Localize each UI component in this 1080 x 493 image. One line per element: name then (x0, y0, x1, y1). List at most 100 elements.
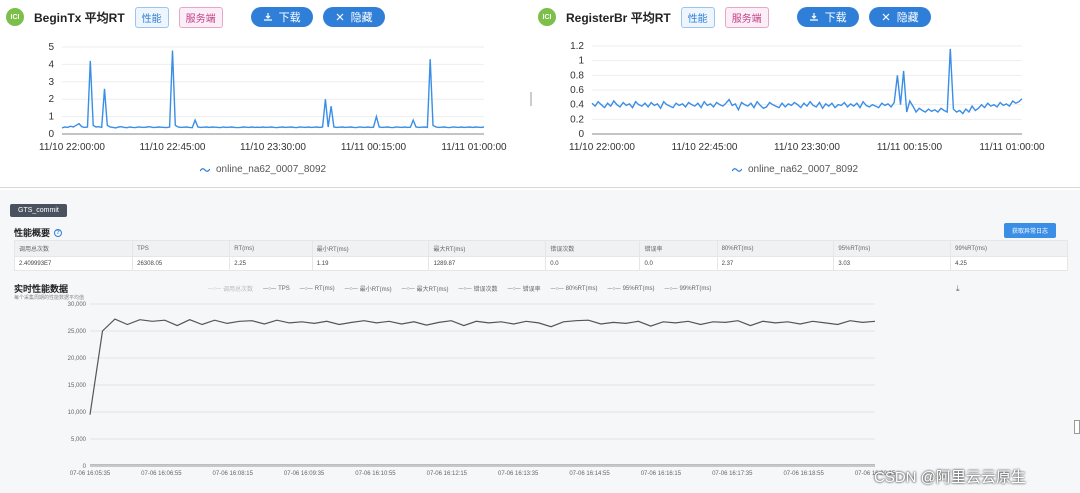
x-tick-label: 07-06 16:09:35 (284, 471, 325, 477)
y-tick-label: 5,000 (71, 437, 87, 443)
legend-marker-icon: —○— (299, 285, 313, 292)
realtime-legend-item[interactable]: —○— 错误率 (508, 284, 541, 294)
panel-resizer[interactable] (530, 92, 532, 106)
x-tick-label: 07-06 16:13:35 (498, 471, 539, 477)
x-tick-label: 07-06 16:05:35 (70, 471, 111, 477)
series-line[interactable] (61, 50, 485, 129)
tag-server[interactable]: 服务端 (178, 6, 223, 28)
realtime-legend-item[interactable]: —○— 95%RT(ms) (608, 284, 655, 293)
summary-header-cell: 99%RT(ms) (950, 240, 1068, 257)
download-icon[interactable]: ⤓ (956, 284, 960, 293)
realtime-line-chart: 0 5,000 10,000 15,000 20,000 25,000 30,000 07-0… (68, 302, 896, 477)
registerbr-line-chart: 0 0.2 0.4 0.6 0.8 1 1.2 11/10 22:00:00 11/10 22:… (569, 41, 1045, 153)
realtime-legend-item[interactable]: —○— 最小RT(ms) (345, 284, 392, 294)
close-icon (882, 13, 890, 21)
x-tick-label: 07-06 16:14:55 (569, 471, 610, 477)
gts-performance-section: GTS_commit 性能概要 ? 获取异常日志 调用总次数 TPS RT(ms) 最… (0, 190, 1080, 493)
realtime-title: 实时性能数据 (14, 284, 69, 294)
summary-value-cell: 1.19 (311, 256, 430, 271)
download-icon (263, 13, 272, 21)
y-tick-label: 1 (578, 56, 584, 67)
app-logo-icon: ICI (538, 8, 556, 26)
legend-marker-icon: —○— (664, 285, 678, 292)
download-button[interactable]: 下载 (250, 7, 313, 27)
realtime-legend-item[interactable]: —○— 调用总次数 (208, 284, 253, 294)
legend-marker-icon: —○— (401, 285, 415, 292)
tps-series-line[interactable] (89, 318, 876, 415)
legend-line-icon (732, 167, 742, 172)
download-button[interactable]: 下载 (796, 7, 859, 27)
realtime-legend-item[interactable]: —○— RT(ms) (300, 284, 335, 293)
x-tick-label: 11/10 22:00:00 (569, 142, 635, 153)
legend-item-label: 错误次数 (473, 287, 498, 293)
realtime-legend-item[interactable]: —○— 错误次数 (458, 284, 498, 294)
chart-legend[interactable]: online_na62_0007_8092 (200, 164, 326, 175)
x-tick-label: 07-06 16:17:35 (712, 471, 753, 477)
download-label: 下载 (824, 12, 847, 24)
summary-value-cell: 3.03 (833, 256, 952, 271)
tag-server[interactable]: 服务端 (724, 6, 769, 28)
summary-header-cell: RT(ms) (229, 240, 313, 257)
summary-title: 性能概要 ? (14, 226, 63, 239)
x-tick-label: 07-06 16:06:55 (141, 471, 182, 477)
y-tick-label: 0.8 (570, 70, 584, 81)
legend-marker-icon: —○— (208, 285, 222, 292)
top-charts-area: ICI BeginTx 平均RT 性能 服务端 下载 隐藏 0 1 2 3 4 5 11/1… (0, 0, 1080, 188)
y-tick-label: 15,000 (68, 383, 87, 389)
y-tick-label: 4 (48, 59, 54, 70)
panel-header: ICI RegisterBr 平均RT 性能 服务端 下载 隐藏 (538, 6, 931, 28)
summary-value-cell: 0.0 (545, 256, 641, 271)
y-tick-label: 0 (83, 464, 87, 470)
legend-line-icon (200, 167, 210, 172)
hide-button[interactable]: 隐藏 (868, 7, 931, 27)
download-label: 下载 (278, 12, 301, 24)
summary-header-cell: TPS (132, 240, 231, 257)
hide-button[interactable]: 隐藏 (322, 7, 385, 27)
legend-label: online_na62_0007_8092 (216, 164, 327, 175)
summary-table: 调用总次数 TPS RT(ms) 最小RT(ms) 最大RT(ms) 错误次数 错误率 80%… (13, 240, 1068, 271)
y-tick-label: 0.6 (570, 85, 584, 96)
legend-marker-icon: —○— (458, 285, 472, 292)
summary-header-cell: 80%RT(ms) (716, 240, 835, 257)
chart-legend[interactable]: online_na62_0007_8092 (732, 164, 858, 175)
realtime-legend-item[interactable]: —○— 99%RT(ms) (664, 284, 711, 293)
help-icon[interactable]: ? (54, 228, 63, 237)
scroll-handle[interactable] (1074, 420, 1080, 434)
y-tick-label: 0 (48, 129, 54, 140)
legend-item-label: 最大RT(ms) (416, 287, 449, 293)
legend-item-label: TPS (278, 285, 290, 292)
error-log-button[interactable]: 获取异常日志 (1004, 223, 1057, 238)
panel-registerbr: ICI RegisterBr 平均RT 性能 服务端 下载 隐藏 0 0.2 0.4… (532, 0, 1080, 188)
realtime-legend: —○— 调用总次数 —○— TPS —○— RT(ms) —○— 最小RT(ms) —○— 最大R… (208, 284, 711, 294)
tag-performance[interactable]: 性能 (134, 6, 169, 28)
x-tick-label: 07-06 16:10:55 (355, 471, 396, 477)
summary-value-cell: 4.25 (950, 256, 1068, 271)
download-icon (809, 13, 818, 21)
panel-title: BeginTx 平均RT (34, 10, 125, 25)
summary-value-cell: 1289.87 (428, 256, 547, 271)
x-tick-label: 11/10 22:45:00 (672, 142, 738, 153)
x-tick-label: 07-06 16:08:15 (213, 471, 254, 477)
x-tick-label: 11/11 01:00:00 (979, 142, 1045, 153)
summary-value-cell: 2.25 (229, 256, 313, 271)
realtime-legend-item[interactable]: —○— 最大RT(ms) (401, 284, 449, 294)
x-tick-label: 07-06 16:12:15 (427, 471, 468, 477)
realtime-legend-item[interactable]: —○— TPS (263, 284, 290, 293)
x-tick-label: 11/11 01:00:00 (441, 142, 507, 153)
panel-header: ICI BeginTx 平均RT 性能 服务端 下载 隐藏 (6, 6, 385, 28)
series-line[interactable] (591, 48, 1023, 115)
summary-header-cell: 调用总次数 (13, 240, 134, 257)
gts-tab[interactable]: GTS_commit (10, 204, 67, 217)
y-tick-label: 0.2 (570, 114, 584, 125)
legend-label: online_na62_0007_8092 (748, 164, 859, 175)
x-tick-label: 07-06 16:16:15 (641, 471, 682, 477)
summary-title-text: 性能概要 (14, 228, 51, 238)
legend-item-label: 最小RT(ms) (359, 287, 392, 293)
y-tick-label: 0.4 (570, 100, 584, 111)
legend-item-label: 99%RT(ms) (679, 285, 712, 292)
summary-value-cell: 0.0 (639, 256, 718, 271)
summary-header-cell: 错误次数 (545, 240, 641, 257)
realtime-legend-item[interactable]: —○— 80%RT(ms) (551, 284, 598, 293)
tag-performance[interactable]: 性能 (680, 6, 715, 28)
x-tick-label: 11/10 22:00:00 (39, 142, 105, 153)
